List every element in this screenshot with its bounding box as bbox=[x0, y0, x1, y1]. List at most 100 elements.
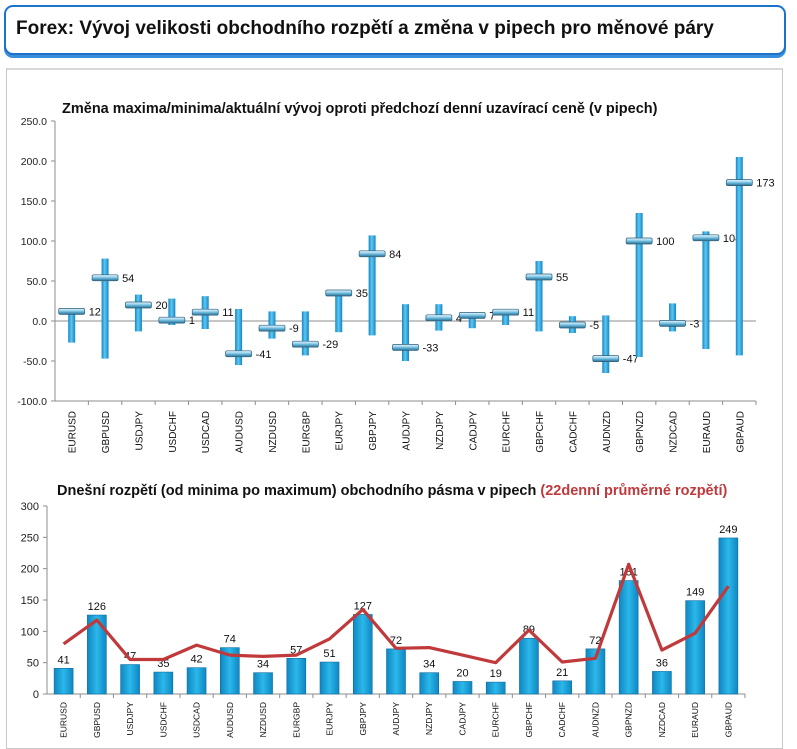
chart1-current-marker bbox=[292, 340, 319, 348]
chart1-current-marker bbox=[559, 321, 586, 329]
chart1-x-tick-label: GBPNZD bbox=[635, 411, 646, 453]
chart2-data-label: 19 bbox=[490, 668, 502, 680]
header-box: Forex: Vývoj velikosti obchodního rozpět… bbox=[4, 5, 786, 55]
chart1-current-marker bbox=[91, 274, 119, 282]
chart1-range-bar bbox=[68, 309, 76, 343]
chart1-x-tick-label: GBPAUD bbox=[735, 411, 746, 453]
chart1-current-marker bbox=[58, 308, 86, 315]
chart2-data-label: 21 bbox=[556, 667, 568, 679]
chart1-data-label: 54 bbox=[122, 273, 134, 285]
chart2-data-label: 51 bbox=[323, 648, 335, 660]
chart2-x-tick-label: EURGBP bbox=[291, 702, 301, 738]
chart1-range-bar bbox=[235, 309, 243, 365]
chart1-x-tick-label: AUDJPY bbox=[402, 411, 413, 451]
chart1-range-bar bbox=[735, 157, 743, 356]
chart1-current-marker bbox=[525, 273, 553, 281]
chart1-x-tick-label: NZDUSD bbox=[268, 411, 279, 453]
chart1-data-label: 11 bbox=[523, 307, 534, 319]
chart1-data-label: -3 bbox=[690, 318, 700, 330]
chart1-range-bar bbox=[535, 261, 543, 332]
chart2-bar bbox=[452, 681, 473, 695]
chart1-range-bar bbox=[301, 311, 309, 356]
chart2-y-tick-label: 200 bbox=[21, 564, 39, 576]
chart2-y-tick-label: 250 bbox=[21, 532, 39, 544]
chart2-bar bbox=[618, 580, 639, 695]
chart2-bar bbox=[120, 664, 140, 695]
chart1-current-marker bbox=[158, 316, 186, 324]
charts-panel bbox=[6, 68, 783, 749]
chart2-data-label: 74 bbox=[224, 634, 236, 646]
chart1-y-tick-label: 100.0 bbox=[21, 236, 47, 248]
chart2-x-tick-label: EURCHF bbox=[491, 702, 501, 737]
chart2-x-tick-label: EURAUD bbox=[690, 702, 700, 738]
chart2-x-tick-label: AUDNZD bbox=[590, 702, 600, 737]
chart2-x-tick-label: NZDCAD bbox=[657, 702, 667, 737]
chart2-y-tick-label: 50 bbox=[27, 658, 39, 670]
chart2-x-tick-label: EURJPY bbox=[325, 702, 335, 736]
chart1-x-tick-label: EURAUD bbox=[702, 411, 713, 453]
chart1-data-label: -9 bbox=[289, 323, 299, 335]
chart2-x-tick-label: CADJPY bbox=[457, 702, 467, 736]
chart1-current-marker bbox=[592, 355, 620, 362]
chart1-range-bar bbox=[168, 298, 176, 325]
chart2-bar bbox=[685, 600, 705, 695]
chart1-data-label: 55 bbox=[556, 272, 568, 284]
chart2-bar bbox=[352, 614, 373, 695]
chart1-data-label: -47 bbox=[623, 354, 639, 366]
chart2-x-tick-label: GBPJPY bbox=[358, 702, 368, 736]
chart2-bar bbox=[220, 647, 240, 695]
chart1-x-tick-label: CADCHF bbox=[568, 411, 579, 453]
chart1-y-tick-label: 200.0 bbox=[21, 156, 47, 168]
chart2-title: Dnešní rozpětí (od minima po maximum) ob… bbox=[57, 483, 727, 499]
chart2-x-tick-label: NZDUSD bbox=[258, 702, 268, 737]
chart2-data-label: 149 bbox=[686, 587, 704, 599]
chart2-data-label: 42 bbox=[190, 654, 202, 666]
chart1-range-bar bbox=[702, 231, 710, 349]
chart1-data-label: 12 bbox=[89, 306, 101, 318]
chart1-range-bar bbox=[368, 235, 376, 336]
chart2-bar bbox=[153, 671, 174, 695]
chart1-current-marker bbox=[692, 234, 720, 242]
chart1-x-tick-label: GBPUSD bbox=[101, 411, 112, 453]
chart1-data-label: -29 bbox=[322, 339, 338, 351]
chart2-x-tick-label: NZDJPY bbox=[424, 702, 434, 735]
chart2-bar bbox=[286, 657, 307, 695]
chart1-data-label: 1 bbox=[189, 315, 195, 327]
chart1-current-marker bbox=[625, 237, 653, 245]
chart1-y-tick-label: -50.0 bbox=[23, 356, 47, 368]
chart1-current-marker bbox=[492, 308, 519, 316]
chart1-x-tick-label: USDCHF bbox=[168, 411, 179, 453]
chart2-y-tick-label: 300 bbox=[21, 501, 39, 513]
chart2-x-tick-label: GBPUSD bbox=[92, 702, 102, 738]
chart1-x-tick-label: USDCAD bbox=[201, 411, 212, 453]
chart2-bar bbox=[718, 537, 739, 695]
chart1-current-marker bbox=[258, 324, 286, 332]
chart2-average-line bbox=[62, 562, 730, 665]
chart1-range-bar bbox=[468, 313, 476, 329]
chart1-range-bar bbox=[335, 290, 343, 333]
chart2-x-tick-label: USDCHF bbox=[158, 702, 168, 737]
chart1-y-tick-label: -100.0 bbox=[17, 396, 47, 408]
chart1-data-label: 4 bbox=[456, 313, 462, 325]
chart2-x-tick-label: EURUSD bbox=[59, 702, 69, 738]
chart2-bar bbox=[519, 637, 539, 695]
chart2-data-label: 126 bbox=[88, 601, 106, 613]
chart1-current-marker bbox=[358, 250, 386, 258]
chart2-x-tick-label: GBPNZD bbox=[624, 702, 634, 737]
chart1-data-label: 35 bbox=[356, 288, 368, 300]
chart2-bar bbox=[652, 671, 672, 695]
chart1-current-marker bbox=[725, 179, 753, 186]
chart1-data-label: -41 bbox=[256, 349, 272, 361]
chart1-current-marker bbox=[458, 312, 486, 319]
chart1-range-bar bbox=[402, 304, 409, 361]
chart2-bar bbox=[386, 648, 406, 695]
chart2-y-tick-label: 150 bbox=[21, 595, 39, 607]
chart2-x-tick-label: GBPAUD bbox=[723, 702, 733, 737]
chart2-bar bbox=[485, 681, 506, 695]
chart1-data-label: 84 bbox=[389, 249, 401, 261]
chart1-y-tick-label: 0.0 bbox=[32, 316, 47, 328]
chart2-data-label: 41 bbox=[57, 654, 69, 666]
chart1-x-tick-label: CADJPY bbox=[468, 411, 479, 451]
chart2-y-tick-label: 100 bbox=[21, 626, 39, 638]
